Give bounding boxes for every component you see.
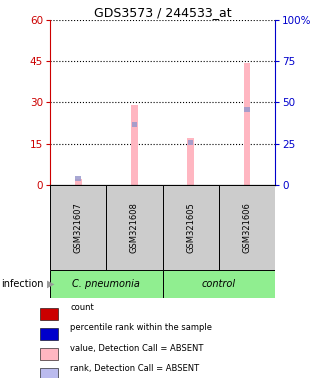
Text: C. pneumonia: C. pneumonia <box>72 279 140 289</box>
Bar <box>75 179 82 185</box>
Title: GDS3573 / 244533_at: GDS3573 / 244533_at <box>94 6 231 19</box>
Bar <box>162 270 275 298</box>
Text: GSM321605: GSM321605 <box>186 202 195 253</box>
Bar <box>244 107 250 112</box>
Text: infection: infection <box>1 279 44 289</box>
Bar <box>244 63 250 185</box>
Bar <box>106 185 162 270</box>
Bar <box>219 185 275 270</box>
Bar <box>40 328 58 339</box>
Text: control: control <box>202 279 236 289</box>
Text: GSM321608: GSM321608 <box>130 202 139 253</box>
Bar <box>75 177 81 181</box>
Bar <box>162 185 219 270</box>
Bar <box>40 368 58 379</box>
Text: rank, Detection Call = ABSENT: rank, Detection Call = ABSENT <box>70 364 199 372</box>
Text: GSM321607: GSM321607 <box>74 202 82 253</box>
Bar <box>50 270 162 298</box>
Text: percentile rank within the sample: percentile rank within the sample <box>70 323 212 333</box>
Text: value, Detection Call = ABSENT: value, Detection Call = ABSENT <box>70 344 204 353</box>
Bar <box>50 185 106 270</box>
Text: ▶: ▶ <box>47 279 54 289</box>
Bar <box>40 308 58 319</box>
Bar <box>187 138 194 185</box>
Text: count: count <box>70 303 94 313</box>
Bar <box>188 140 193 145</box>
Bar <box>40 348 58 359</box>
Text: GSM321606: GSM321606 <box>242 202 251 253</box>
Bar <box>132 122 137 127</box>
Bar <box>131 105 138 185</box>
